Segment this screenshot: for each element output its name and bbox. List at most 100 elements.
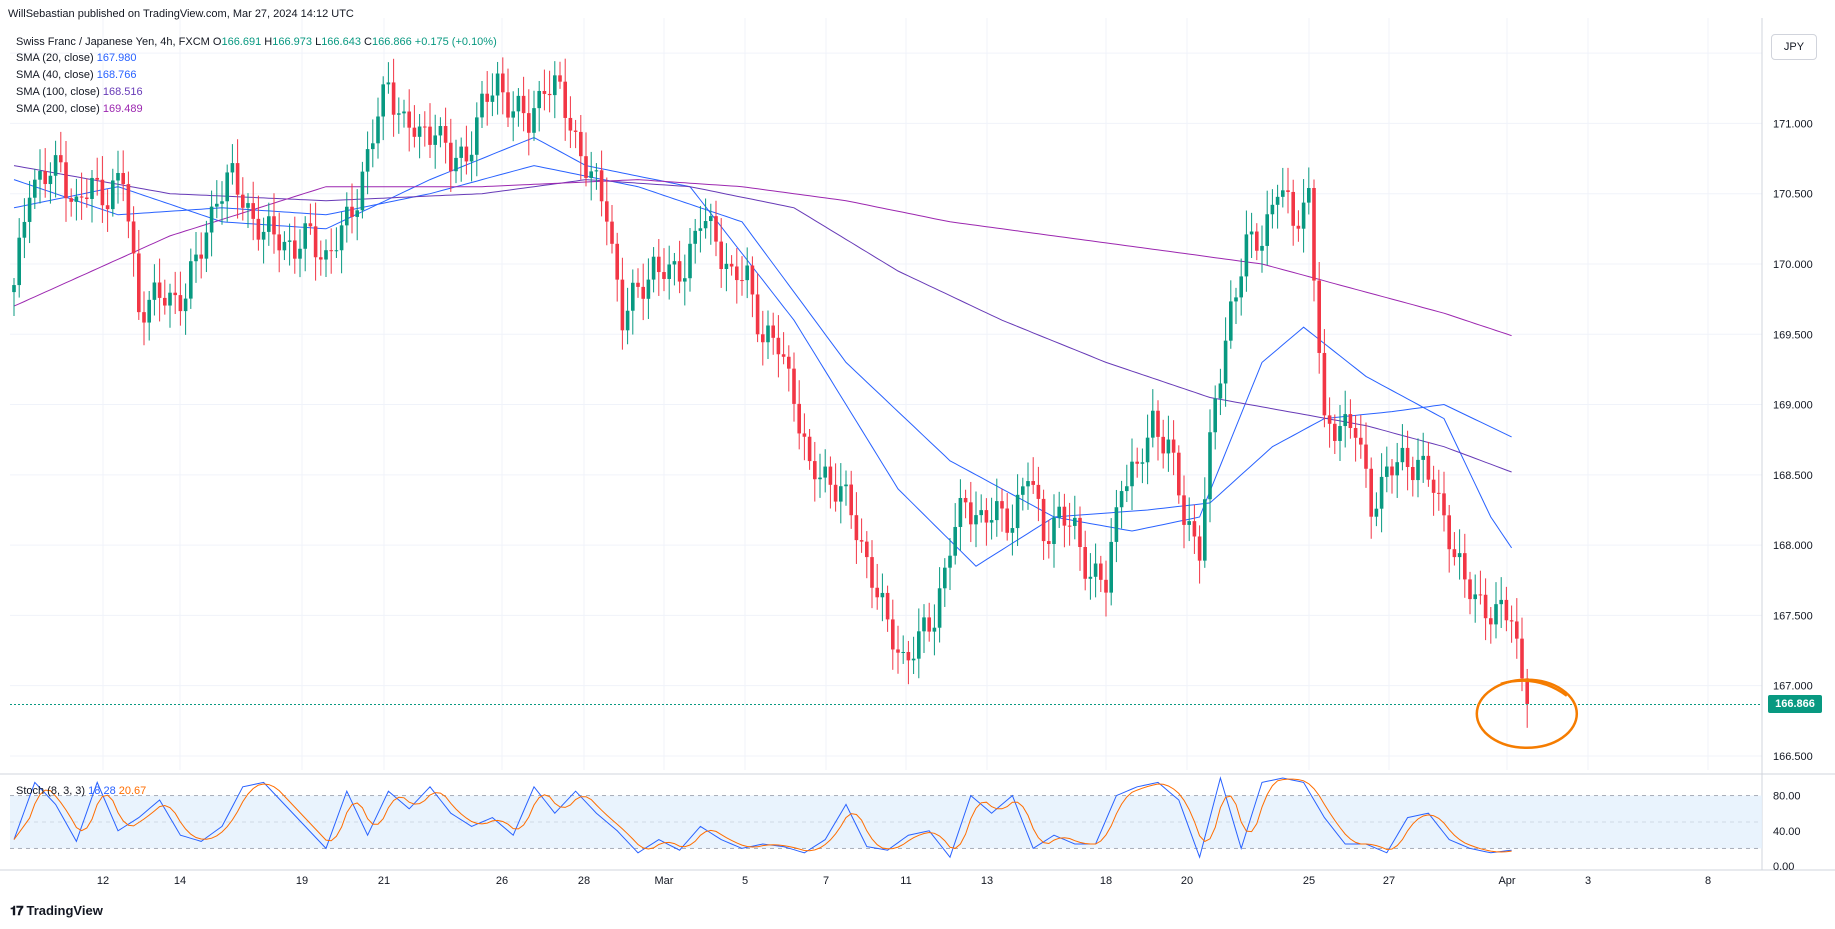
candle-body [823,466,827,478]
candle-body [709,216,713,222]
tradingview-logo-icon: 𝟏𝟕 [10,903,24,918]
tradingview-logo[interactable]: 𝟏𝟕 TradingView [10,903,103,919]
candle-body [813,461,817,480]
candle-body [1265,214,1269,246]
candle-body [449,142,453,172]
candle-body [1171,439,1176,453]
candle-body [53,155,58,176]
candle-body [1483,594,1488,619]
last-price-label: 166.866 [1768,695,1822,714]
price-tick-label: 166.500 [1773,751,1813,763]
candle-body [781,354,786,357]
annotation-tail [1500,679,1568,697]
candle-body [1000,501,1004,509]
candle-body [558,75,562,82]
candle-body [1208,432,1212,500]
candle-body [157,282,162,298]
candle-body [1031,481,1035,485]
time-tick-label: 14 [174,875,186,887]
candle-body [475,117,479,155]
sma-20-label: SMA (20, close) [16,52,94,64]
candle-body [365,149,370,172]
candle-body [1312,188,1316,281]
time-tick-label: Apr [1498,875,1515,887]
price-tick-label: 167.000 [1773,681,1813,693]
price-tick-label: 169.500 [1773,329,1813,341]
candle-body [407,111,411,128]
candle-body [152,282,157,300]
candle-body [771,325,775,338]
candle-body [163,297,167,306]
candle-body [131,221,136,254]
sma-40-legend[interactable]: SMA (40, close) 168.766 [16,69,136,81]
candle-body [1343,414,1347,427]
stoch-legend[interactable]: Stoch (8, 3, 3) 18.28 20.67 [16,785,146,797]
sma-40-label: SMA (40, close) [16,69,94,81]
candle-body [100,179,105,206]
candle-body [220,201,224,204]
candle-body [511,111,515,118]
candle-body [293,240,297,259]
candle-body [1426,455,1431,480]
candle-body [308,223,313,227]
candles [12,57,1529,728]
stoch-d-line [13,778,1512,853]
time-tick-label: 8 [1705,875,1711,887]
candle-body [579,131,583,157]
candle-body [958,497,963,527]
candle-body [1255,231,1259,251]
candle-body [1161,436,1165,454]
candle-body [870,557,874,588]
candle-body [402,111,406,114]
candle-body [1223,340,1228,384]
time-tick-label: 12 [97,875,109,887]
stoch-k-value: 18.28 [88,785,116,797]
candle-body [111,180,115,210]
candle-body [256,218,261,240]
candle-body [521,95,526,114]
candle-body [792,368,796,404]
stoch-tick-label: 0.00 [1773,861,1794,873]
candle-body [896,649,900,653]
candle-body [360,171,365,211]
change-value: +0.175 (+0.10%) [414,36,497,48]
candle-body [984,510,989,523]
candle-body [204,232,209,259]
candle-body [85,197,89,199]
sma-200-legend[interactable]: SMA (200, close) 169.489 [16,103,143,115]
candle-body [1478,594,1483,596]
sma-200-value: 169.489 [102,103,143,115]
currency-button[interactable]: JPY [1771,34,1817,60]
candle-body [1509,620,1514,622]
candle-body [1177,452,1181,496]
candle-body [428,126,432,145]
candle-body [1504,599,1509,621]
candle-body [844,484,848,487]
candle-body [1156,410,1160,437]
candle-body [142,312,146,323]
candle-body [282,241,287,251]
price-tick-label: 167.500 [1773,610,1813,622]
candle-body [1073,517,1077,526]
candle-body [615,243,619,280]
candle-body [641,286,645,299]
sma-20-legend[interactable]: SMA (20, close) 167.980 [16,52,136,64]
sma-100-legend[interactable]: SMA (100, close) 168.516 [16,86,143,98]
candle-body [724,263,729,270]
candle-body [948,555,952,568]
time-tick-label: 21 [378,875,390,887]
candle-body [64,162,68,199]
candle-body [703,221,708,229]
sma-200-label: SMA (200, close) [16,103,100,115]
candle-body [1203,499,1207,561]
candle-body [1468,579,1472,600]
candle-body [230,163,235,173]
candle-body [802,433,807,437]
candle-body [719,241,723,270]
candle-body [1083,546,1087,579]
candle-body [1041,498,1046,542]
candle-body [729,263,734,267]
sma-40-value: 168.766 [96,69,137,81]
candle-body [750,265,755,295]
